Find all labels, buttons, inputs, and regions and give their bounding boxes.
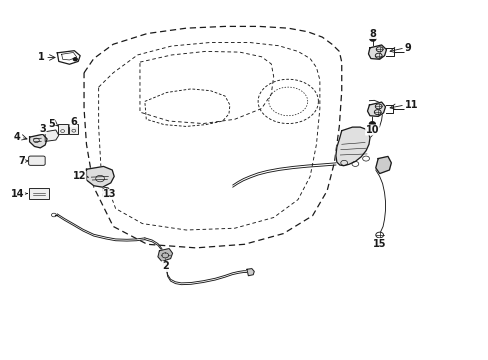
Polygon shape	[30, 134, 47, 148]
Circle shape	[369, 37, 375, 41]
Polygon shape	[375, 157, 390, 174]
Text: 7: 7	[18, 156, 25, 166]
Text: 15: 15	[372, 239, 386, 249]
Text: 13: 13	[102, 189, 116, 199]
FancyBboxPatch shape	[29, 188, 49, 199]
FancyBboxPatch shape	[29, 156, 45, 165]
Text: 4: 4	[14, 132, 21, 142]
Text: 14: 14	[11, 189, 25, 199]
Text: 1: 1	[39, 53, 45, 63]
Circle shape	[73, 58, 77, 61]
Text: 2: 2	[162, 261, 168, 271]
Polygon shape	[45, 130, 59, 141]
Polygon shape	[367, 102, 385, 116]
Text: 3: 3	[39, 123, 46, 134]
Text: 5: 5	[48, 118, 55, 129]
Text: 10: 10	[365, 125, 378, 135]
Polygon shape	[158, 249, 172, 261]
Polygon shape	[246, 269, 254, 276]
Polygon shape	[335, 127, 369, 166]
Text: 9: 9	[404, 43, 411, 53]
FancyBboxPatch shape	[69, 124, 78, 134]
Text: 12: 12	[72, 171, 86, 181]
Circle shape	[369, 122, 374, 126]
Text: 6: 6	[70, 117, 77, 127]
Text: 8: 8	[368, 28, 376, 39]
Polygon shape	[86, 166, 114, 187]
FancyBboxPatch shape	[58, 123, 67, 134]
Polygon shape	[57, 51, 80, 64]
Text: 11: 11	[404, 100, 418, 110]
Polygon shape	[368, 45, 386, 59]
